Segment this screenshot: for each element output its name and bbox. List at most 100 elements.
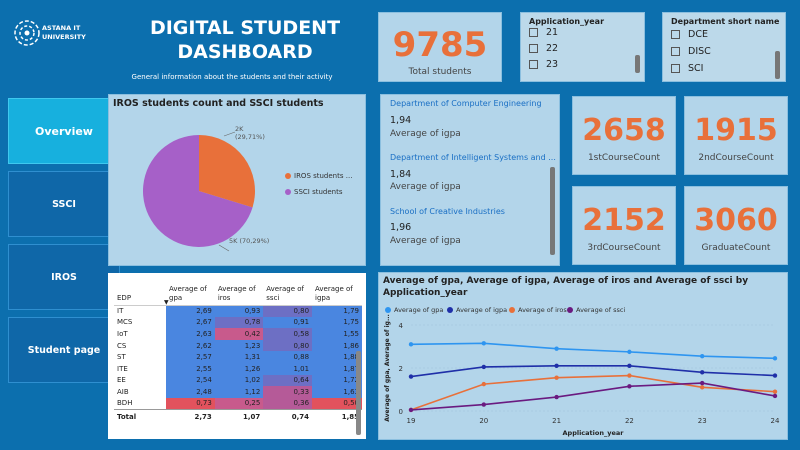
x-tick-label: 20 — [479, 417, 488, 425]
column-header-igpa[interactable]: Average of igpa — [312, 277, 362, 306]
table-cell-gpa: 2,57 — [166, 351, 215, 363]
department-slicer-title: Department short name — [671, 17, 780, 26]
year-slicer[interactable]: Application_year 21 22 23 — [520, 12, 645, 82]
nav-iros-button[interactable]: IROS — [8, 244, 120, 310]
nav-ssci-button[interactable]: SSCI — [8, 171, 120, 237]
total-label: Total — [114, 408, 166, 425]
pie-slice-ssci[interactable] — [143, 135, 253, 247]
table-cell-ssci: 0,88 — [263, 351, 313, 363]
legend-dot-icon — [385, 307, 391, 313]
series-point-1 — [408, 374, 414, 379]
dept-option-label: DISC — [688, 46, 711, 57]
pie-label-iros-pct: (29,71%) — [235, 133, 265, 141]
table-row[interactable]: AIB 2,48 1,12 0,33 1,63 — [114, 386, 362, 398]
series-point-2 — [700, 385, 705, 390]
year-slicer-scrollbar[interactable] — [635, 55, 640, 73]
x-tick-label: 19 — [407, 417, 416, 425]
checkbox-icon[interactable] — [671, 47, 680, 56]
page-title: DIGITAL STUDENT DASHBOARD — [130, 16, 360, 64]
y-tick-label: 0 — [399, 408, 403, 416]
checkbox-icon[interactable] — [529, 44, 538, 53]
course2-value: 1915 — [694, 113, 778, 148]
dept-name-1[interactable]: Department of Computer Engineering — [390, 99, 542, 108]
total-ssci: 0,74 — [263, 408, 313, 425]
department-slicer-scrollbar[interactable] — [775, 51, 780, 79]
logo-line1: ASTANA IT — [42, 24, 81, 32]
course1-value: 2658 — [582, 113, 666, 148]
legend-label: Average of iros — [518, 306, 567, 314]
dept-name-3[interactable]: School of Creative Industries — [390, 207, 505, 216]
department-slicer[interactable]: Department short name DCE DISC SCI — [662, 12, 786, 82]
table-row[interactable]: BDH 0,73 0,25 0,36 0,50 — [114, 397, 362, 410]
table-row[interactable]: CS 2,62 1,23 0,80 1,86 — [114, 339, 362, 352]
column-header-gpa[interactable]: Average of gpa — [166, 277, 215, 306]
x-axis-label: Application_year — [563, 429, 625, 437]
dept-option-label: SCI — [688, 63, 704, 74]
total-students-card: 9785 Total students — [378, 12, 502, 82]
table-cell-igpa: 1,63 — [312, 386, 362, 398]
dept-option-sci[interactable]: SCI — [671, 63, 703, 74]
pie-chart-card: IROS students count and SSCI students 2K… — [108, 94, 366, 266]
year-option-22[interactable]: 22 — [529, 43, 558, 54]
graduate-label: GraduateCount — [701, 243, 771, 253]
y-axis-label: Average of gpa, Average of ig... — [384, 314, 391, 422]
course3-card: 2152 3rdCourseCount — [572, 186, 676, 265]
series-line-1 — [410, 365, 776, 378]
column-header-iros[interactable]: Average of iros — [214, 277, 264, 306]
table-row[interactable]: MCS 2,67 0,78 0,91 1,75 — [114, 316, 362, 329]
table-cell-iros: 1,23 — [214, 339, 264, 352]
year-option-21[interactable]: 21 — [529, 27, 558, 38]
legend-label: Average of ssci — [576, 306, 626, 314]
legend-label: Average of gpa — [394, 306, 444, 314]
checkbox-icon[interactable] — [529, 60, 538, 69]
dept-name-2[interactable]: Department of Intelligent Systems and ..… — [390, 153, 556, 162]
table-row[interactable]: IT 2,69 0,93 0,80 1,79 — [114, 305, 362, 317]
series-line-0 — [410, 342, 776, 360]
course2-label: 2ndCourseCount — [698, 153, 774, 163]
table-scrollbar[interactable] — [356, 351, 361, 435]
total-students-label: Total students — [408, 67, 472, 77]
table-cell-edp: ITE — [117, 364, 128, 373]
table-row[interactable]: ST 2,57 1,31 0,88 1,88 — [114, 351, 362, 363]
department-list-scrollbar[interactable] — [550, 167, 555, 255]
nav-overview-button[interactable]: Overview — [8, 98, 120, 164]
title-line1: DIGITAL STUDENT — [149, 17, 341, 39]
legend-item-iros[interactable]: Average of iros — [509, 306, 567, 314]
legend-item-gpa[interactable]: Average of gpa — [385, 306, 443, 314]
dept-value-3: 1,96 — [390, 222, 412, 233]
year-option-23[interactable]: 23 — [529, 59, 558, 70]
legend-item-igpa[interactable]: Average of igpa — [447, 306, 507, 314]
checkbox-icon[interactable] — [529, 28, 538, 37]
table-row[interactable]: IoT 2,63 0,42 0,58 1,55 — [114, 328, 362, 340]
dept-label-3: Average of igpa — [390, 236, 461, 246]
series-point-2 — [627, 373, 632, 378]
legend-dot-icon — [567, 307, 573, 313]
column-header-ssci[interactable]: Average of ssci — [263, 277, 313, 306]
table-cell-edp: BDH — [117, 399, 133, 408]
series-point-1 — [700, 370, 705, 375]
x-tick-label: 23 — [698, 417, 707, 425]
dept-option-dce[interactable]: DCE — [671, 29, 708, 40]
column-header-edp[interactable]: EDP — [114, 277, 166, 306]
dept-option-disc[interactable]: DISC — [671, 46, 711, 57]
legend-item-ssci[interactable]: Average of ssci — [567, 306, 625, 314]
legend-item-ssci[interactable]: SSCI students — [285, 188, 342, 196]
course3-value: 2152 — [582, 203, 666, 238]
checkbox-icon[interactable] — [671, 30, 680, 39]
legend-item-iros[interactable]: IROS students ... — [285, 172, 352, 180]
legend-label: SSCI students — [294, 188, 343, 196]
table-cell-igpa: 1,88 — [312, 351, 362, 363]
table-row[interactable]: ITE 2,55 1,26 1,01 1,87 — [114, 362, 362, 375]
pie-slice-iros[interactable] — [199, 135, 255, 208]
table-row[interactable]: EE 2,54 1,02 0,64 1,72 — [114, 374, 362, 387]
nav-student-page-button[interactable]: Student page — [8, 317, 120, 383]
table-cell-ssci: 0,36 — [263, 397, 313, 410]
sort-arrow-icon[interactable]: ▼ — [164, 299, 169, 306]
table-cell-edp: AIB — [117, 387, 129, 396]
line-chart-card: Average of gpa, Average of igpa, Average… — [378, 272, 788, 440]
pie-label-iros-value: 2K — [235, 125, 244, 133]
legend-label: Average of igpa — [456, 306, 508, 314]
total-students-value: 9785 — [392, 25, 488, 65]
dept-option-label: DCE — [688, 29, 708, 40]
checkbox-icon[interactable] — [671, 64, 680, 73]
